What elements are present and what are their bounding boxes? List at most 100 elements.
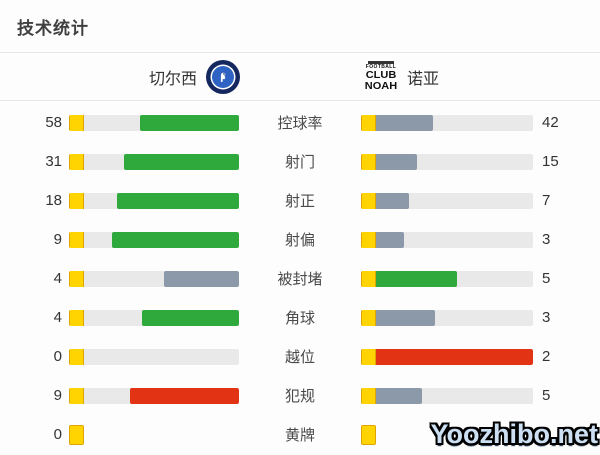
yellow-card-icon: [69, 192, 84, 209]
yellow-card-icon: [69, 309, 84, 326]
home-value: 9: [53, 387, 62, 404]
away-value: 3: [542, 309, 551, 326]
away-bar: [361, 270, 533, 287]
away-value: 5: [542, 387, 551, 404]
home-bar-fill: [141, 309, 239, 326]
stat-label: 射门: [284, 154, 315, 171]
away-value: 42: [542, 114, 559, 131]
header-divider: [0, 100, 600, 101]
away-value: 2: [542, 348, 551, 365]
stat-row: 9 射偏 3: [0, 220, 600, 259]
stat-row: 31 射门 15: [0, 142, 600, 181]
stats-list: 58 控球率 42 31 射门 15 18 射正: [0, 101, 600, 454]
away-value: 5: [542, 270, 551, 287]
home-value: 9: [53, 231, 62, 248]
home-value: 0: [53, 426, 62, 443]
home-bar-fill: [111, 231, 239, 248]
home-value: 18: [45, 192, 62, 209]
yellow-card-icon: [69, 153, 84, 170]
home-bar: [69, 348, 239, 365]
yellow-card-icon: [361, 309, 376, 326]
stat-row: 0 越位 2: [0, 337, 600, 376]
stat-label: 射偏: [284, 232, 315, 249]
away-bar-fill: [361, 114, 434, 131]
home-bar: [69, 114, 239, 131]
home-bar: [69, 387, 239, 404]
away-bar-fill: [361, 348, 533, 365]
home-value: 0: [53, 348, 62, 365]
yellow-card-icon: [361, 114, 376, 131]
chelsea-logo: [206, 59, 240, 94]
home-bar-fill: [124, 153, 239, 170]
teams-header: 切尔西 FOOTBALL CLUB NOAH 诺亚: [0, 53, 600, 100]
home-value: 31: [45, 153, 62, 170]
home-bar: [69, 424, 239, 445]
yellow-card-icon: [361, 270, 376, 287]
home-bar-fill: [129, 387, 239, 404]
yellow-card-icon: [69, 348, 84, 365]
away-team-name: 诺亚: [407, 70, 440, 88]
stat-row: 4 角球 3: [0, 298, 600, 337]
away-bar: [361, 114, 533, 131]
away-bar: [361, 231, 533, 248]
home-bar: [69, 192, 239, 209]
stat-row: 18 射正 7: [0, 181, 600, 220]
yellow-card-icon: [69, 270, 84, 287]
home-bar-fill: [140, 114, 239, 131]
yellow-card-icon: [361, 153, 376, 170]
away-bar: [361, 387, 533, 404]
stat-row: 0 黄牌: [0, 415, 600, 454]
away-team-header: FOOTBALL CLUB NOAH 诺亚: [300, 61, 600, 92]
yellow-card-icon: [69, 387, 84, 404]
noah-logo-club: CLUB: [365, 69, 397, 81]
home-value: 4: [53, 309, 62, 326]
stat-label: 越位: [284, 349, 315, 366]
page-title: 技术统计: [17, 19, 89, 38]
stat-label: 被封堵: [277, 271, 323, 288]
chelsea-lion-icon: [212, 65, 234, 88]
home-bar: [69, 270, 239, 287]
home-team-header: 切尔西: [0, 59, 300, 94]
yellow-card-icon: [361, 424, 376, 445]
home-bar-fill: [163, 270, 239, 287]
stat-row: 4 被封堵 5: [0, 259, 600, 298]
stat-label: 控球率: [277, 115, 323, 132]
away-value: 15: [542, 153, 559, 170]
home-value: 4: [53, 270, 62, 287]
noah-logo-noah: NOAH: [364, 80, 398, 92]
away-bar-fill: [361, 387, 423, 404]
noah-logo-football: FOOTBALL: [365, 64, 397, 70]
away-value: 3: [542, 231, 551, 248]
yellow-card-icon: [69, 424, 84, 445]
away-value: 7: [542, 192, 551, 209]
yellow-card-icon: [361, 387, 376, 404]
yellow-card-icon: [361, 192, 376, 209]
stat-row: 9 犯规 5: [0, 376, 600, 415]
noah-logo-topline: [368, 61, 394, 64]
home-bar: [69, 309, 239, 326]
away-bar: [361, 424, 533, 445]
stat-label: 射正: [284, 193, 315, 210]
stat-label: 黄牌: [284, 427, 315, 444]
away-bar: [361, 153, 533, 170]
away-bar-fill: [361, 270, 457, 287]
home-team-name: 切尔西: [148, 70, 197, 88]
home-bar: [69, 153, 239, 170]
watermark: Yoozhibo.net: [430, 419, 598, 449]
away-bar: [361, 348, 533, 365]
stat-label: 角球: [284, 310, 315, 327]
away-bar-fill: [361, 309, 435, 326]
away-bar: [361, 192, 533, 209]
stat-label: 犯规: [284, 388, 315, 405]
home-bar-fill: [116, 192, 239, 209]
yellow-card-icon: [69, 231, 84, 248]
yellow-card-icon: [361, 231, 376, 248]
title-divider: [0, 52, 600, 53]
yellow-card-icon: [361, 348, 376, 365]
home-bar: [69, 231, 239, 248]
stat-row: 58 控球率 42: [0, 103, 600, 142]
home-value: 58: [45, 114, 62, 131]
away-bar: [361, 309, 533, 326]
noah-logo: FOOTBALL CLUB NOAH: [364, 61, 398, 92]
